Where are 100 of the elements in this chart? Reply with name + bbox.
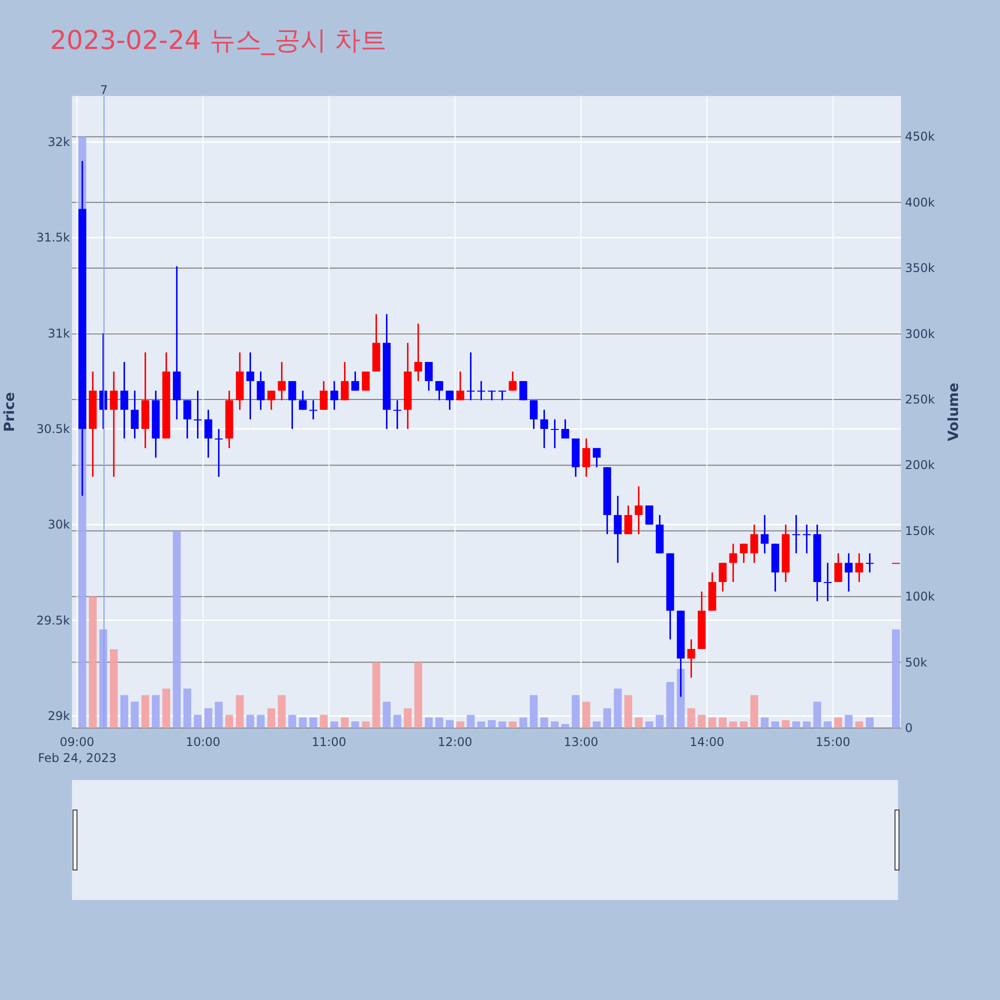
- bar: [540, 717, 548, 728]
- y2-tick-label: 300k: [905, 326, 935, 341]
- bar: [194, 714, 202, 728]
- bar: [466, 714, 475, 728]
- y-tick-label: 29.5k: [36, 613, 70, 628]
- bar: [120, 695, 128, 728]
- bar: [393, 714, 402, 728]
- bar: [362, 721, 370, 728]
- bar: [477, 721, 486, 728]
- bar: [498, 721, 506, 728]
- bar: [435, 717, 444, 728]
- text: Feb 24, 2023: [38, 751, 116, 765]
- y2-axis-title: Volume: [946, 382, 962, 442]
- bar: [172, 530, 181, 728]
- x-tick-label: 09:00: [60, 735, 94, 749]
- bar: [288, 714, 296, 728]
- bar: [645, 721, 654, 728]
- x-tick-label: 12:00: [438, 735, 472, 749]
- bar: [866, 717, 874, 728]
- bar: [666, 682, 674, 728]
- y-tick-label: 30k: [48, 518, 70, 532]
- y2-tick-label: 450k: [905, 130, 935, 144]
- chart-title: 2023-02-24 뉴스_공시 차트: [50, 26, 387, 56]
- bar: [687, 708, 696, 728]
- x-tick-label: 11:00: [312, 735, 346, 749]
- bar: [729, 721, 738, 728]
- bar: [320, 714, 328, 728]
- bar: [782, 720, 790, 728]
- x-tick-label: 15:00: [816, 735, 850, 749]
- bar: [88, 596, 97, 728]
- bar: [824, 721, 832, 728]
- y2-tick-label: 150k: [905, 524, 935, 538]
- bar: [183, 688, 192, 728]
- bar: [110, 649, 118, 728]
- y2-tick-label: 100k: [905, 590, 935, 604]
- bar: [582, 702, 590, 728]
- bar: [278, 695, 286, 728]
- bar: [130, 702, 139, 728]
- bar: [256, 714, 265, 728]
- y2-tick-label: 50k: [905, 655, 928, 670]
- y-tick-label: 29k: [48, 708, 70, 723]
- annotation: 7: [100, 83, 108, 97]
- bar: [246, 714, 254, 728]
- bar: [162, 688, 170, 728]
- y2-tick-label: 0: [905, 721, 913, 735]
- bar: [802, 721, 811, 728]
- bar: [424, 717, 433, 728]
- bar: [614, 688, 622, 728]
- bar: [351, 721, 360, 728]
- y2-tick-label: 400k: [905, 195, 935, 210]
- bar: [530, 695, 538, 728]
- bar: [404, 708, 412, 728]
- bar: [225, 714, 234, 728]
- bar: [550, 721, 559, 728]
- y-tick-label: 32k: [48, 134, 70, 149]
- x-tick-label: 14:00: [690, 735, 724, 749]
- bar: [855, 721, 864, 728]
- bar: [834, 717, 842, 728]
- bar: [592, 721, 601, 728]
- bar: [760, 717, 769, 728]
- bar: [340, 717, 349, 728]
- y-tick-label: 31k: [48, 326, 70, 340]
- y2-tick-label: 200k: [905, 458, 935, 472]
- bar: [236, 695, 244, 728]
- x-tick-label: 10:00: [186, 735, 220, 749]
- bar: [141, 695, 150, 728]
- bar: [267, 708, 276, 728]
- bar: [698, 714, 706, 728]
- bar: [446, 720, 454, 728]
- bar: [771, 721, 780, 728]
- y-tick-label: 31.5k: [36, 230, 70, 245]
- y-axis-title: Price: [2, 392, 18, 432]
- bar: [372, 662, 380, 728]
- bar: [152, 695, 160, 728]
- bar: [624, 695, 632, 728]
- bar: [572, 695, 580, 728]
- x-tick-label: 13:00: [564, 735, 598, 749]
- bar: [844, 714, 853, 728]
- bar: [382, 702, 391, 728]
- bar: [414, 662, 422, 728]
- bar: [603, 708, 612, 728]
- bar: [708, 717, 716, 728]
- bar: [892, 629, 900, 728]
- bar: [750, 695, 758, 728]
- bar: [309, 717, 318, 728]
- y-tick-label: 30.5k: [36, 422, 70, 436]
- bar: [718, 717, 727, 728]
- bar: [740, 721, 748, 728]
- bar: [519, 717, 528, 728]
- bar: [561, 724, 570, 728]
- bar: [656, 714, 664, 728]
- y2-tick-label: 250k: [905, 392, 935, 407]
- bar: [792, 721, 800, 728]
- bar: [456, 721, 464, 728]
- bar: [298, 717, 307, 728]
- bar: [204, 708, 212, 728]
- y2-tick-label: 350k: [905, 261, 935, 276]
- bar: [330, 721, 338, 728]
- bar: [488, 720, 496, 728]
- bar: [634, 717, 643, 728]
